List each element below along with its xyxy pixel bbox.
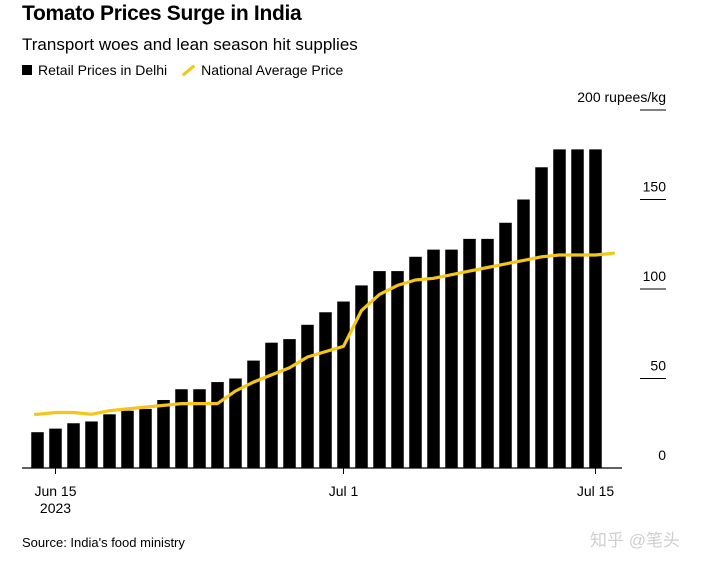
bar-2023-06-25 — [229, 378, 242, 468]
bar-2023-06-22 — [175, 389, 188, 468]
bar-2023-07-14 — [571, 149, 584, 468]
bar-2023-07-02 — [355, 285, 368, 468]
bar-2023-06-17 — [85, 421, 98, 468]
bar-2023-06-21 — [157, 399, 170, 468]
bar-2023-07-01 — [337, 301, 350, 468]
legend-label-retail: Retail Prices in Delhi — [38, 62, 168, 78]
bar-2023-06-28 — [283, 339, 296, 468]
line-national-average — [33, 251, 616, 416]
bar-2023-06-20 — [139, 408, 152, 468]
bar-2023-06-29 — [301, 324, 314, 468]
bar-2023-06-24 — [211, 382, 224, 468]
y-tick-label-150: 150 — [643, 179, 667, 195]
bar-2023-07-03 — [373, 271, 386, 468]
bar-2023-07-04 — [391, 271, 404, 468]
watermark: 知乎 @笔头 — [590, 531, 680, 550]
bar-2023-06-19 — [121, 410, 134, 468]
bar-2023-07-13 — [553, 149, 566, 468]
chart-subtitle: Transport woes and lean season hit suppl… — [22, 35, 358, 54]
bar-2023-06-27 — [265, 342, 278, 468]
y-tick-label-0: 0 — [658, 447, 666, 463]
x-tick-label-2023-07-01: Jul 1 — [329, 483, 359, 499]
bar-2023-07-15 — [589, 149, 602, 468]
bar-2023-06-14 — [31, 432, 44, 468]
bar-2023-07-06 — [427, 249, 440, 468]
legend-square-icon — [22, 65, 32, 75]
bar-2023-06-23 — [193, 389, 206, 468]
x-tick-label-2023-06-15: Jun 15 — [34, 483, 76, 499]
y-tick-label-50: 50 — [650, 358, 666, 374]
x-tick-sublabel-2023-06-15: 2023 — [40, 500, 71, 516]
legend: Retail Prices in Delhi National Average … — [22, 62, 357, 78]
bar-2023-06-18 — [103, 414, 116, 468]
bar-2023-07-08 — [463, 238, 476, 468]
bar-2023-06-30 — [319, 312, 332, 468]
bar-2023-06-15 — [49, 428, 62, 468]
y-tick-label-200: 200 rupees/kg — [577, 89, 666, 105]
bar-2023-07-09 — [481, 238, 494, 468]
chart-title: Tomato Prices Surge in India — [22, 2, 302, 25]
legend-label-national: National Average Price — [201, 62, 344, 78]
y-tick-label-100: 100 — [643, 268, 667, 284]
bar-2023-07-07 — [445, 249, 458, 468]
legend-item-national: National Average Price — [181, 62, 343, 78]
source-note: Source: India's food ministry — [22, 535, 185, 550]
x-tick-label-2023-07-15: Jul 15 — [577, 483, 615, 499]
bar-2023-06-26 — [247, 360, 260, 468]
legend-item-retail: Retail Prices in Delhi — [22, 62, 167, 78]
bar-2023-07-05 — [409, 256, 422, 468]
bar-2023-07-11 — [517, 199, 530, 468]
bar-2023-07-10 — [499, 222, 512, 468]
bar-2023-06-16 — [67, 423, 80, 468]
bar-2023-07-12 — [535, 167, 548, 468]
